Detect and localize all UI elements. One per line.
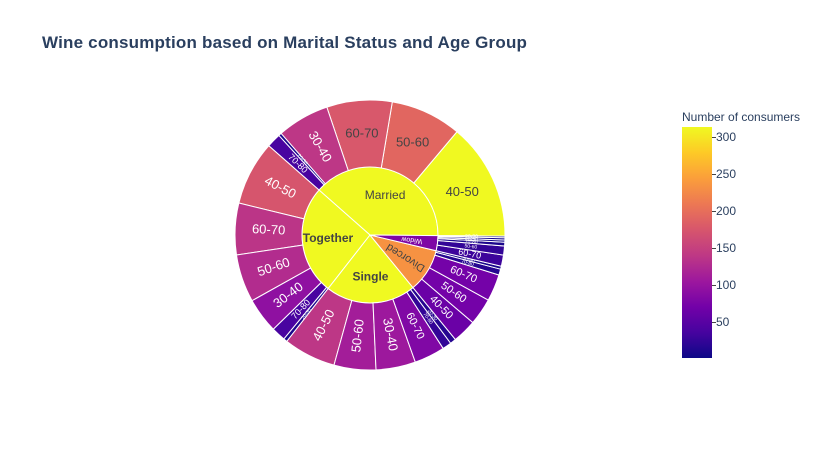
sector-label-single: Single	[352, 269, 388, 283]
sector-label-widow-50-60: 50-60	[464, 243, 478, 250]
colorbar-tick-label: 100	[716, 277, 737, 292]
sector-label-divorced-30-40: 30-40	[461, 255, 475, 264]
colorbar-tick-mark	[712, 247, 716, 249]
sector-label-widow-20-30: 20-30	[465, 234, 478, 240]
sector-label-together-60-70: 60-70	[252, 221, 286, 237]
sector-label-married-60-70: 60-70	[345, 125, 378, 140]
colorbar-title: Number of consumers	[682, 110, 801, 124]
sector-label-widow: Widow	[400, 235, 423, 245]
colorbar-tick-label: 200	[716, 203, 737, 218]
sector-label-widow-70-80: 70-80	[465, 239, 478, 246]
sector-label-together: Together	[303, 231, 354, 245]
colorbar-tick-mark	[712, 321, 716, 323]
colorbar-tick-mark	[712, 173, 716, 175]
colorbar-tick-mark	[712, 210, 716, 212]
colorbar-tick-mark	[712, 136, 716, 138]
sector-label-single-50-60: 50-60	[348, 318, 367, 353]
sector-label-single-30-40: 30-40	[380, 317, 401, 353]
sector-widow-20-30[interactable]	[437, 235, 506, 239]
colorbar-tick-label: 250	[716, 166, 737, 181]
colorbar-tick-mark	[712, 284, 716, 286]
chart-title: Wine consumption based on Marital Status…	[42, 33, 528, 52]
sector-label-married-50-60: 50-60	[396, 134, 429, 149]
sector-label-widow-40-50: 40-50	[465, 237, 478, 244]
colorbar	[682, 127, 712, 358]
colorbar-tick-label: 300	[716, 129, 737, 144]
sector-label-widow-30-40: 30-40	[465, 235, 478, 241]
sector-label-married: Married	[365, 188, 406, 202]
colorbar-tick-label: 50	[716, 314, 730, 329]
sector-label-married-40-50: 40-50	[446, 184, 479, 199]
sector-label-divorced-70-80: 70-80	[461, 259, 475, 268]
colorbar-tick-label: 150	[716, 240, 737, 255]
